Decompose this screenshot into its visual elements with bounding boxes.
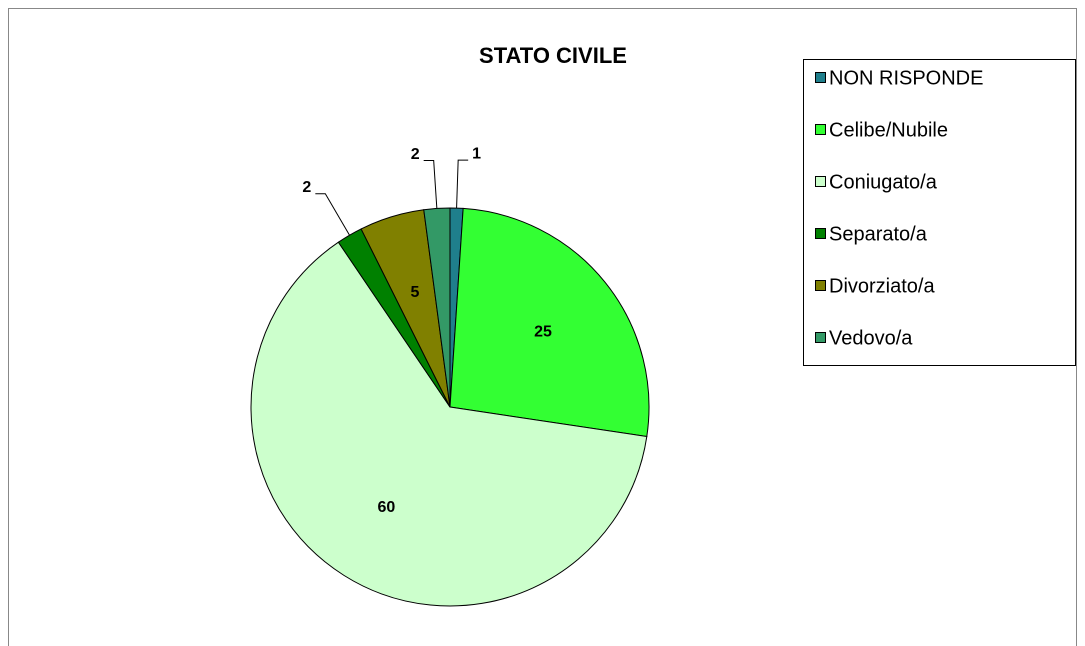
legend-label: Vedovo/a [829, 327, 913, 349]
legend-box [803, 59, 1076, 366]
data-label: 1 [472, 145, 481, 162]
legend-swatch [815, 176, 826, 187]
leader-line [315, 193, 350, 236]
legend-label: Divorziato/a [829, 275, 935, 297]
data-label: 5 [411, 284, 420, 301]
chart-title: STATO CIVILE [479, 43, 627, 68]
legend-swatch [815, 280, 826, 291]
legend-label: Separato/a [829, 223, 928, 245]
legend-swatch [815, 72, 826, 83]
legend-label: NON RISPONDE [829, 67, 983, 89]
data-label: 60 [377, 499, 395, 516]
legend-swatch [815, 332, 826, 343]
data-label: 2 [411, 146, 420, 163]
legend-swatch [815, 124, 826, 135]
leader-line [423, 160, 438, 209]
pie-slice [250, 241, 648, 607]
pie-slice [449, 207, 650, 438]
chart-frame [8, 8, 1077, 646]
data-label: 25 [534, 323, 552, 340]
legend-label: Coniugato/a [829, 171, 938, 193]
data-label: 2 [302, 179, 311, 196]
legend-swatch [815, 228, 826, 239]
leader-line [456, 159, 469, 209]
legend-label: Celibe/Nubile [829, 119, 948, 141]
